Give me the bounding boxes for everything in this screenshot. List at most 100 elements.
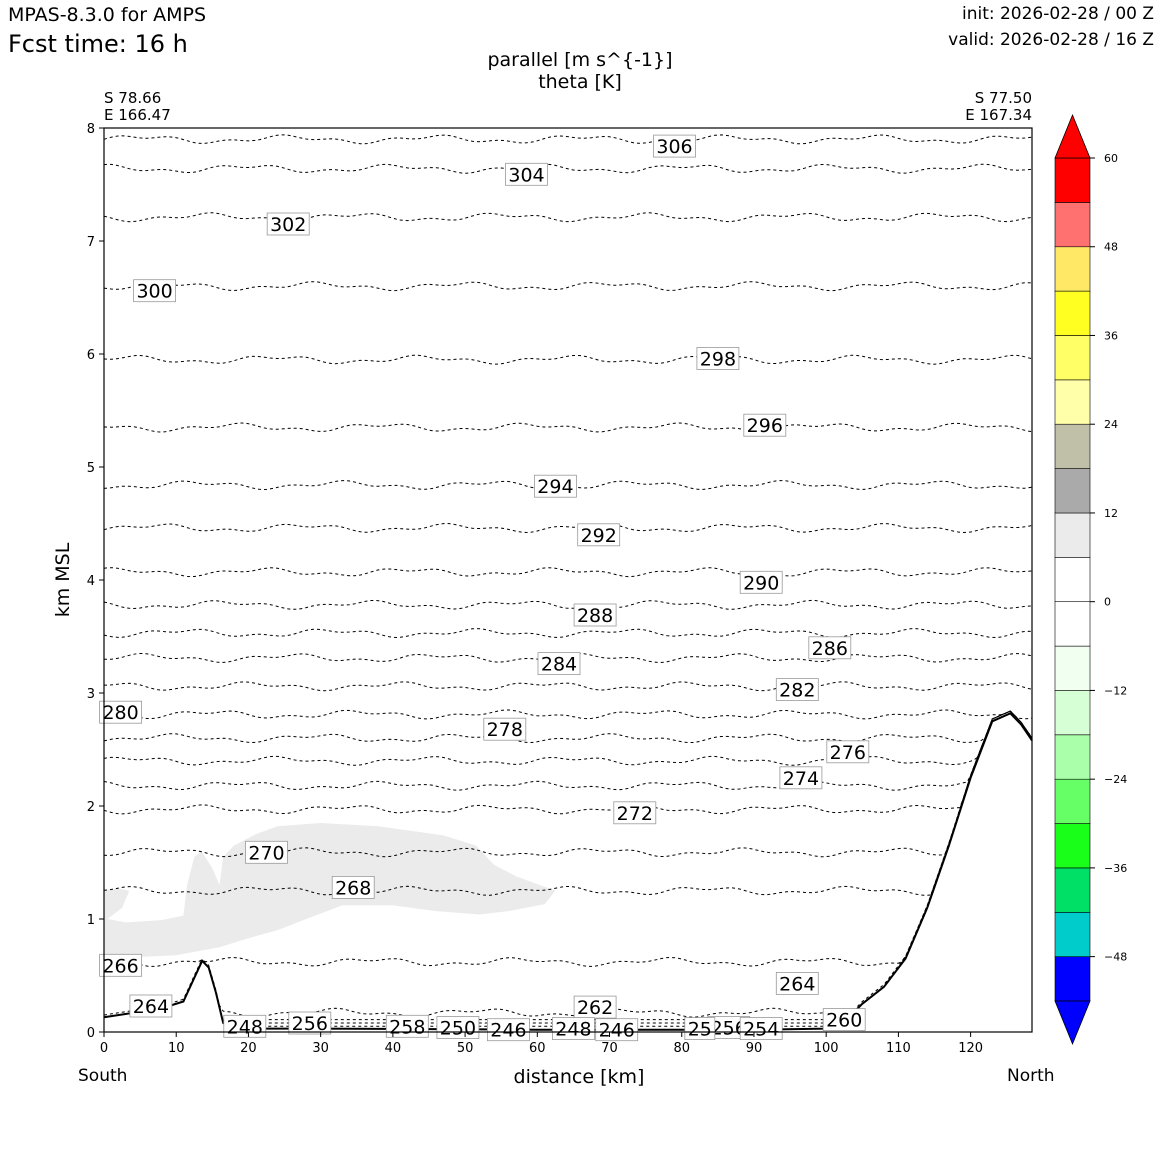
contour-label-box — [99, 700, 142, 724]
contour-label-text: 262 — [577, 997, 613, 1019]
contour-label-text: 266 — [102, 955, 138, 977]
theta-contour-296 — [103, 422, 1033, 433]
y-tick-label: 6 — [87, 348, 95, 363]
contour-label-264: 264 — [129, 994, 173, 1018]
colorbar-segment — [1054, 778, 1091, 824]
contour-label-text: 264 — [779, 973, 815, 995]
theta-contour-268 — [103, 710, 1033, 896]
contour-label-box — [133, 279, 177, 303]
contour-label-260: 260 — [822, 1008, 866, 1032]
contour-label-text: 254 — [743, 1019, 779, 1041]
axes-layer: 0 10 20 30 40 50 60 70 80 90 100 110 120 0 1 2 3 4 5 6 7 8 — [87, 122, 983, 1056]
contour-label-246: 246 — [486, 1018, 530, 1042]
contour-label-box — [577, 523, 621, 547]
theta-contour-274 — [103, 710, 1033, 791]
contour-label-box — [653, 134, 696, 158]
contour-label-266: 266 — [99, 953, 142, 977]
contour-label-250: 250 — [436, 1016, 480, 1040]
contour-label-box — [288, 1011, 332, 1035]
contour-label-256: 256 — [707, 1016, 751, 1040]
contour-label-304: 304 — [505, 162, 548, 186]
theta-contour-306 — [103, 134, 1033, 145]
contour-label-274: 274 — [779, 766, 823, 790]
contour-label-box — [775, 972, 819, 995]
x-tick-label: 90 — [746, 1041, 763, 1056]
colorbar-segment — [1054, 202, 1091, 248]
x-tick-label: 70 — [601, 1041, 618, 1056]
colorbar-segment — [1054, 468, 1091, 514]
theta-contour-300 — [103, 281, 1033, 292]
contour-label-text: 294 — [537, 476, 573, 498]
y-tick-label: 8 — [87, 122, 95, 137]
theta-contour-290 — [103, 567, 1033, 578]
colorbar-segment — [1054, 823, 1091, 869]
contour-label-text: 272 — [617, 803, 653, 825]
contour-label-276: 276 — [826, 740, 870, 764]
contour-label-296: 296 — [743, 413, 787, 437]
colorbar-segment — [1054, 512, 1091, 558]
contour-label-box — [245, 840, 288, 864]
contour-label-box — [486, 1018, 530, 1042]
contour-label-box — [573, 995, 617, 1019]
theta-contour-302 — [103, 212, 1033, 223]
valid-time: valid: 2026-02-28 / 16 Z — [948, 30, 1154, 50]
y-tick-label: 0 — [87, 1026, 95, 1041]
contour-label-text: 286 — [812, 638, 848, 660]
contour-label-text: 246 — [599, 1020, 635, 1042]
y-tick-label: 1 — [87, 913, 95, 928]
contour-label-box — [779, 766, 823, 790]
contour-label-text: 264 — [133, 996, 169, 1018]
x-axis-label: distance [km] — [514, 1066, 645, 1088]
contour-label-box — [775, 678, 819, 701]
contour-label-box — [613, 801, 657, 825]
south-label: South — [78, 1066, 128, 1086]
contour-label-text: 250 — [440, 1018, 476, 1040]
contour-label-text: 248 — [227, 1016, 263, 1038]
contour-label-280: 280 — [99, 700, 142, 724]
contour-label-248: 248 — [223, 1014, 267, 1038]
contour-label-box — [505, 162, 548, 186]
contour-label-288: 288 — [573, 603, 617, 627]
x-tick-label: 20 — [240, 1041, 257, 1056]
contour-label-text: 298 — [700, 349, 736, 371]
x-tick-label: 80 — [673, 1041, 690, 1056]
colorbar-tick-label: −24 — [1104, 773, 1127, 786]
contour-label-text: 278 — [487, 719, 523, 741]
x-tick-label: 10 — [168, 1041, 185, 1056]
y-axis-label: km MSL — [52, 542, 74, 617]
colorbar-segment — [1054, 335, 1091, 381]
contour-label-box — [595, 1018, 639, 1042]
colorbar: 60 48 36 24 12 0 −12 −24 −36 −48 — [1054, 113, 1127, 1046]
colorbar-segment — [1054, 556, 1091, 602]
north-label: North — [1007, 1066, 1055, 1086]
colorbar-segment — [1054, 645, 1091, 691]
contour-label-box — [436, 1016, 480, 1039]
colorbar-segment — [1054, 246, 1091, 292]
contour-label-292: 292 — [577, 523, 621, 547]
colorbar-tick-label: 48 — [1104, 241, 1118, 254]
contour-label-300: 300 — [133, 279, 177, 303]
contour-label-text: 296 — [747, 415, 783, 437]
contour-label-272: 272 — [613, 801, 657, 825]
start-longitude: E 166.47 — [104, 106, 171, 124]
contour-label-box — [696, 347, 740, 370]
colorbar-segment — [1054, 601, 1091, 647]
x-tick-label: 120 — [958, 1041, 983, 1056]
colorbar-tick-label: 0 — [1104, 596, 1111, 609]
y-tick-label: 7 — [87, 235, 95, 250]
contour-label-text: 274 — [783, 768, 819, 790]
theta-contour-298 — [103, 354, 1033, 365]
colorbar-segment — [1054, 290, 1091, 336]
contour-label-298: 298 — [696, 347, 740, 371]
end-latitude: S 77.50 — [974, 89, 1032, 107]
colorbar-segment — [1054, 379, 1091, 425]
plot-title-wind: parallel [m s^{-1}] — [487, 49, 673, 71]
theta-contour-286 — [103, 628, 1033, 639]
plot-title-theta: theta [K] — [538, 71, 622, 93]
contour-label-box — [99, 953, 142, 977]
colorbar-segment — [1054, 867, 1091, 913]
contour-label-box — [822, 1008, 866, 1031]
theta-contour-288 — [103, 599, 1033, 610]
contour-label-text: 256 — [292, 1013, 328, 1035]
